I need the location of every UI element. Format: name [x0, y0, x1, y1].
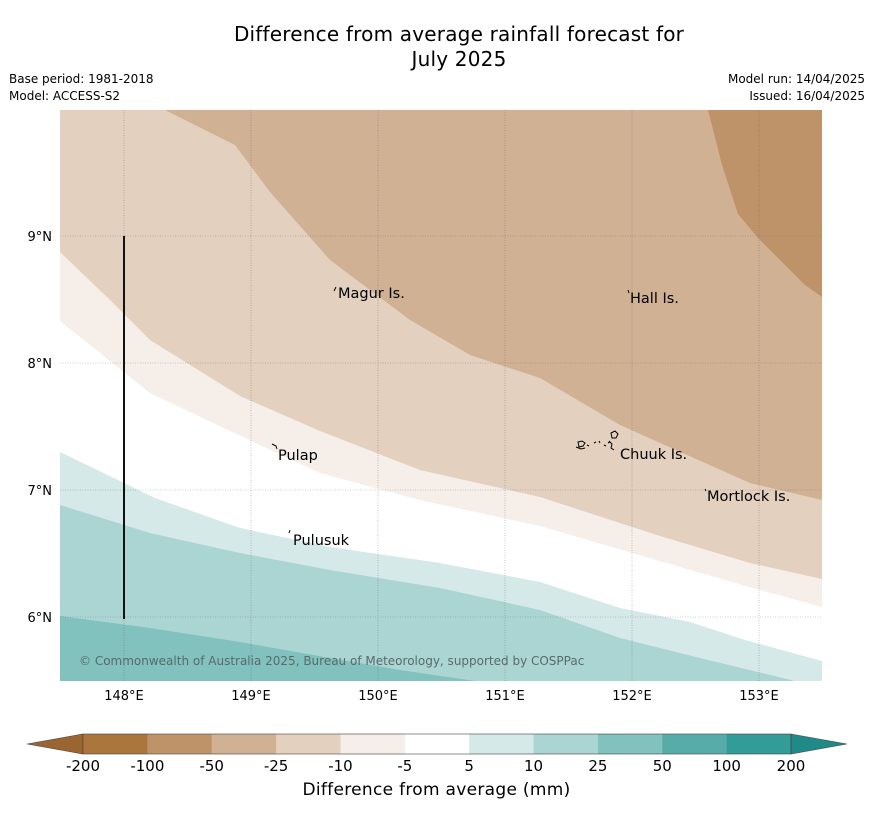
colorbar-tick-label: -50 — [199, 757, 224, 775]
colorbar-frame — [82, 733, 792, 755]
colorbar-tick-label: 10 — [524, 757, 543, 775]
metadata-right: Model run: 14/04/2025 Issued: 16/04/2025 — [728, 71, 865, 105]
colorbar-high-extension — [790, 733, 848, 755]
colorbar-tick-label: 5 — [464, 757, 474, 775]
colorbar-tick-label: -25 — [264, 757, 289, 775]
lon-label-148e: 148°E — [104, 689, 144, 704]
place-label-chuuk: Chuuk Is. — [620, 447, 687, 463]
pulap-island-shape — [271, 443, 278, 450]
colorbar-cell — [147, 734, 213, 754]
place-label-pulusuk: Pulusuk — [293, 533, 350, 549]
lat-label-9n: 9°N — [28, 230, 53, 245]
magur-island-shape — [333, 286, 337, 292]
chuuk-lagoon-shape — [575, 430, 619, 451]
model-name: Model: ACCESS-S2 — [9, 89, 121, 103]
base-period: Base period: 1981-2018 — [9, 72, 154, 86]
place-label-pulap: Pulap — [278, 448, 318, 464]
colorbar-cell — [726, 734, 792, 754]
title-line-1: Difference from average rainfall forecas… — [233, 22, 685, 46]
colorbar-tick-label: -100 — [130, 757, 164, 775]
colorbar-tick-label: -10 — [328, 757, 353, 775]
title-line-2: July 2025 — [411, 47, 507, 71]
colorbar-tick-label: 50 — [653, 757, 672, 775]
model-run: Model run: 14/04/2025 — [727, 72, 865, 86]
colorbar-cell — [469, 734, 534, 754]
colorbar-cell — [533, 734, 599, 754]
place-label-magur: Magur Is. — [338, 286, 405, 302]
colorbar-tick-label: 100 — [712, 757, 741, 775]
issued-date: Issued: 16/04/2025 — [749, 89, 865, 103]
band-tan-50 — [165, 110, 822, 500]
lon-label-150e: 150°E — [358, 689, 398, 704]
hall-island-shape — [627, 289, 630, 294]
colorbar-cells — [83, 734, 792, 754]
colorbar-cell — [662, 734, 728, 754]
metadata-left: Base period: 1981-2018 Model: ACCESS-S2 — [9, 71, 154, 105]
lat-label-6n: 6°N — [28, 611, 53, 626]
colorbar-label: Difference from average (mm) — [302, 780, 571, 800]
attribution-text: © Commonwealth of Australia 2025, Bureau… — [79, 654, 584, 668]
band-brown-100 — [708, 110, 822, 297]
colorbar-low-extension — [26, 733, 84, 755]
forecast-bands — [60, 110, 822, 681]
colorbar-cell — [404, 734, 470, 754]
latitude-labels: 9°N 8°N 7°N 6°N — [28, 230, 53, 626]
longitude-labels: 148°E 149°E 150°E 151°E 152°E 153°E — [104, 689, 779, 704]
place-labels: Magur Is. Hall Is. Pulap Chuuk Is. Mortl… — [278, 286, 790, 549]
colorbar-cell — [340, 734, 406, 754]
island-outlines — [271, 286, 707, 534]
lon-label-153e: 153°E — [739, 689, 779, 704]
colorbar-tick-label: -200 — [66, 757, 100, 775]
colorbar-tick-label: 25 — [588, 757, 607, 775]
lon-label-152e: 152°E — [612, 689, 652, 704]
place-label-mortlock: Mortlock Is. — [707, 489, 790, 505]
place-label-hall: Hall Is. — [630, 291, 679, 307]
pulusuk-island-shape — [288, 529, 291, 534]
colorbar-cell — [211, 734, 277, 754]
mortlock-island-shape — [704, 488, 707, 492]
colorbar-tick-labels: -200 -100 -50 -25 -10 -5 5 10 25 50 100 200 — [66, 757, 805, 775]
colorbar-tick-label: 200 — [777, 757, 806, 775]
colorbar-cell — [83, 734, 148, 754]
colorbar-tick-label: -5 — [397, 757, 412, 775]
colorbar-cell — [597, 734, 663, 754]
lat-label-8n: 8°N — [28, 357, 53, 372]
colorbar-cell — [276, 734, 341, 754]
colorbar: -200 -100 -50 -25 -10 -5 5 10 25 50 100 200 — [26, 733, 848, 775]
lat-label-7n: 7°N — [28, 484, 53, 499]
chart-title: Difference from average rainfall forecas… — [0, 22, 873, 72]
lon-label-151e: 151°E — [485, 689, 525, 704]
lon-label-149e: 149°E — [231, 689, 271, 704]
